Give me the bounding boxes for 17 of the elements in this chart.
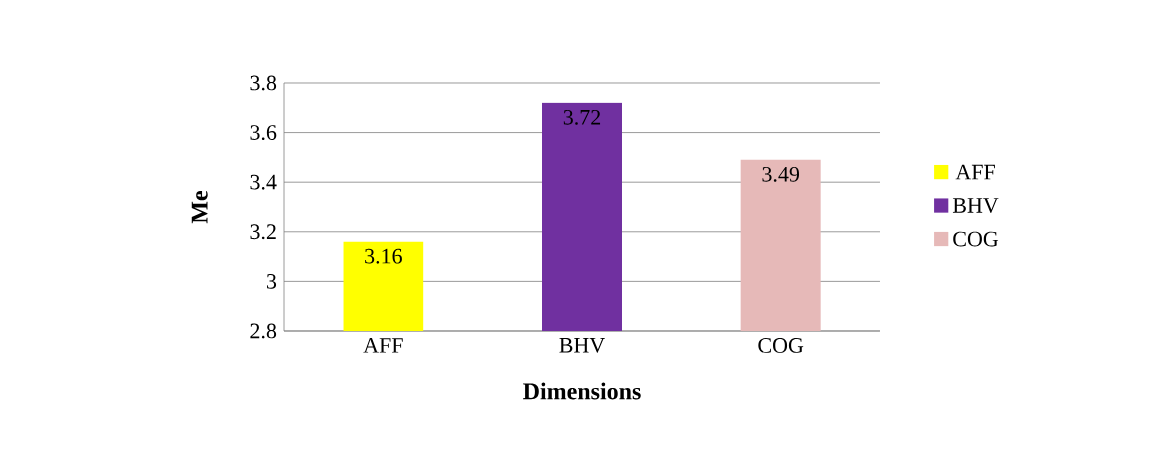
- data-label: 3.72: [563, 109, 601, 125]
- y-axis-title: Me: [191, 190, 208, 224]
- x-tick-label: COG: [758, 338, 804, 353]
- legend-label: COG: [953, 231, 999, 247]
- y-tick-label: 2.8: [250, 323, 277, 339]
- data-label: 3.49: [762, 166, 800, 182]
- y-tick-label: 3.4: [250, 174, 277, 190]
- x-tick-label: BHV: [559, 338, 605, 353]
- legend-label: AFF: [955, 164, 995, 180]
- y-tick-label: 3: [267, 274, 277, 289]
- x-tick-label: AFF: [363, 338, 403, 353]
- x-axis-title: Dimensions: [523, 382, 641, 400]
- y-tick-label: 3.6: [250, 125, 277, 141]
- y-tick-label: 3.8: [250, 75, 277, 91]
- y-tick-label: 3.2: [250, 224, 276, 240]
- legend-label: BHV: [952, 198, 999, 214]
- data-label: 3.16: [365, 248, 402, 264]
